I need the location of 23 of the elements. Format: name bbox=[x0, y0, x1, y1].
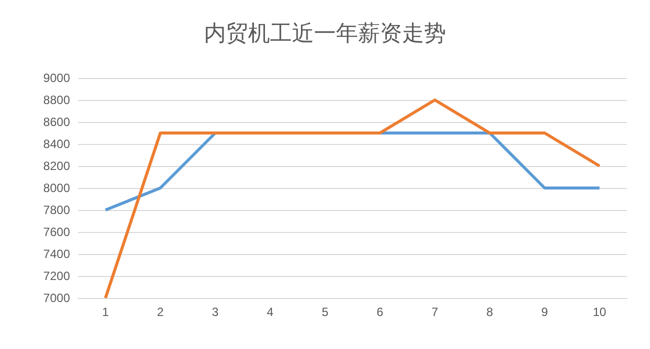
chart-title: 内贸机工近一年薪资走势 bbox=[204, 22, 446, 46]
y-tick-label: 7000 bbox=[43, 291, 70, 305]
y-tick-label: 7800 bbox=[43, 203, 70, 217]
y-tick-label: 7600 bbox=[43, 225, 70, 239]
y-tick-label: 8000 bbox=[43, 181, 70, 195]
y-tick-label: 7200 bbox=[43, 269, 70, 283]
y-tick-label: 8400 bbox=[43, 137, 70, 151]
y-tick-label: 8200 bbox=[43, 159, 70, 173]
y-tick-label: 9000 bbox=[43, 71, 70, 85]
x-tick-label: 2 bbox=[157, 305, 164, 319]
x-tick-label: 4 bbox=[266, 305, 274, 319]
y-tick-label: 8600 bbox=[43, 115, 70, 129]
x-tick-label: 8 bbox=[486, 305, 494, 319]
x-tick-label: 5 bbox=[322, 305, 329, 319]
x-tick-label: 7 bbox=[432, 305, 439, 319]
x-tick-label: 1 bbox=[102, 305, 110, 319]
x-tick-label: 3 bbox=[212, 305, 219, 319]
x-tick-label: 9 bbox=[541, 305, 548, 319]
x-tick-label: 6 bbox=[376, 305, 384, 319]
line-series bbox=[104, 98, 602, 300]
y-tick-label: 7400 bbox=[43, 247, 70, 261]
x-tick-label: 10 bbox=[592, 305, 607, 319]
y-tick-label: 8800 bbox=[43, 93, 70, 107]
